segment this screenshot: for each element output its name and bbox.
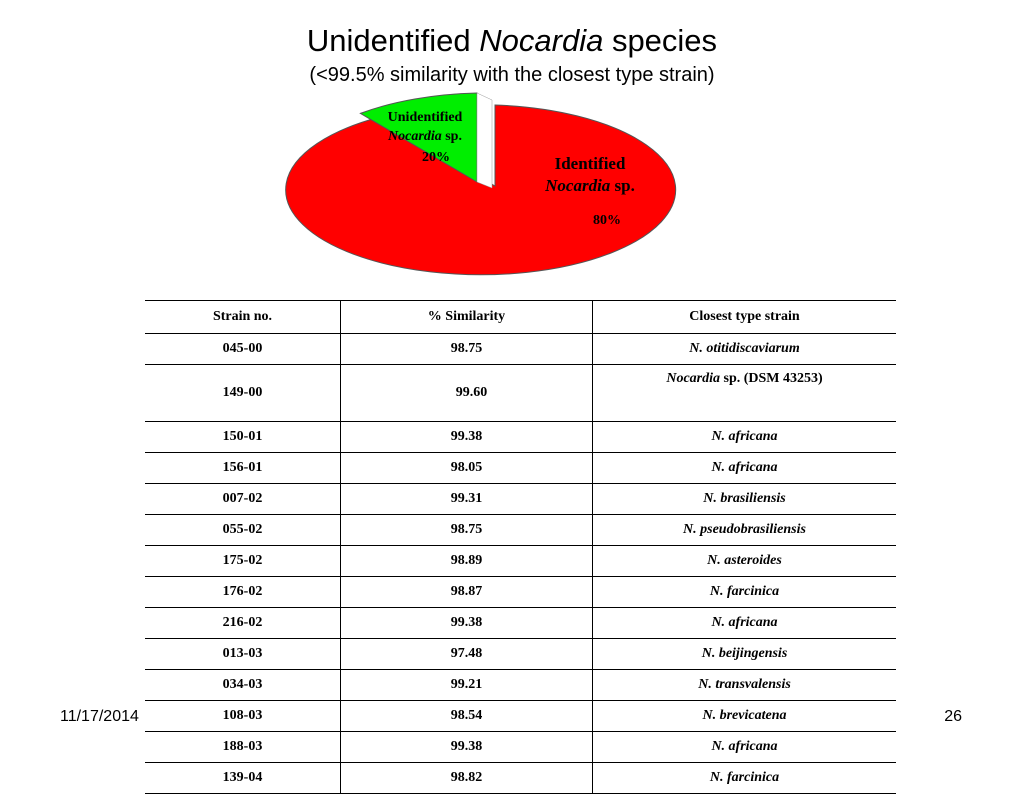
cell-closest: N. pseudobrasiliensis	[592, 514, 896, 546]
cell-strain: 150-01	[145, 421, 341, 453]
cell-closest: N. africana	[592, 421, 896, 453]
cell-closest: N. farcinica	[592, 576, 896, 608]
cell-closest: N. africana	[592, 731, 896, 763]
title-end: species	[603, 23, 718, 58]
pie-label-identified-suffix: sp.	[610, 176, 635, 195]
cell-similarity: 98.87	[340, 576, 593, 608]
table-row: 149-00 99.60 Nocardia sp. (DSM 43253)	[145, 364, 896, 422]
cell-strain: 156-01	[145, 452, 341, 484]
table-row: 150-01 99.38 N. africana	[145, 421, 896, 453]
slide-title: Unidentified Nocardia species	[0, 22, 1024, 60]
cell-closest: N. beijingensis	[592, 638, 896, 670]
cell-similarity: 99.31	[340, 483, 593, 515]
slide-date: 11/17/2014	[60, 708, 139, 725]
pie-label-unidentified-1: Unidentified	[388, 110, 463, 125]
table-row: 055-02 98.75 N. pseudobrasiliensis	[145, 514, 896, 546]
cell-closest-rest: sp. (DSM 43253)	[720, 371, 823, 386]
table-row: 176-02 98.87 N. farcinica	[145, 576, 896, 608]
pie-slice-unidentified	[359, 92, 478, 183]
cell-similarity: 99.38	[340, 421, 593, 453]
cell-similarity: 98.75	[340, 514, 593, 546]
cell-closest-genus: Nocardia	[666, 371, 720, 386]
cell-strain: 034-03	[145, 669, 341, 701]
pie-label-identified-2: Nocardia sp.	[544, 176, 635, 195]
slide-subtitle: (<99.5% similarity with the closest type…	[309, 64, 715, 86]
cell-closest: N. farcinica	[592, 762, 896, 794]
pie-label-identified-1: Identified	[555, 154, 626, 173]
table-header-row: Strain no. % Similarity Closest type str…	[145, 300, 896, 334]
table-row: 045-00 98.75 N. otitidiscaviarum	[145, 333, 896, 365]
cell-similarity: 98.54	[340, 700, 593, 732]
pie-chart: Unidentified Nocardia sp. 20% Identified…	[285, 92, 677, 276]
cell-strain: 045-00	[145, 333, 341, 365]
cell-closest: N. africana	[592, 607, 896, 639]
cell-closest: N. asteroides	[592, 545, 896, 577]
table-row: 216-02 99.38 N. africana	[145, 607, 896, 639]
cell-similarity: 98.75	[340, 333, 593, 365]
cell-similarity: 98.89	[340, 545, 593, 577]
cell-strain: 007-02	[145, 483, 341, 515]
table-row: 013-03 97.48 N. beijingensis	[145, 638, 896, 670]
cell-similarity: 97.48	[340, 638, 593, 670]
table-row: 108-03 98.54 N. brevicatena	[145, 700, 896, 732]
cell-similarity: 99.21	[340, 669, 593, 701]
cell-closest: N. otitidiscaviarum	[592, 333, 896, 365]
cell-closest: N. brevicatena	[592, 700, 896, 732]
cell-similarity: 99.38	[340, 607, 593, 639]
pie-value-identified: 80%	[593, 213, 621, 228]
title-genus: Nocardia	[479, 23, 604, 58]
title-text: Unidentified	[306, 23, 480, 58]
cell-strain: 108-03	[145, 700, 341, 732]
pie-slice-identified	[285, 104, 677, 276]
cell-strain: 139-04	[145, 762, 341, 794]
strain-table: Strain no. % Similarity Closest type str…	[145, 300, 896, 794]
cell-strain: 055-02	[145, 514, 341, 546]
pie-value-unidentified: 20%	[422, 150, 450, 165]
table-row: 188-03 99.38 N. africana	[145, 731, 896, 763]
pie-label-unidentified-2: Nocardia sp.	[387, 129, 462, 144]
table-row: 034-03 99.21 N. transvalensis	[145, 669, 896, 701]
cell-closest: Nocardia sp. (DSM 43253)	[592, 364, 896, 422]
header-strain: Strain no.	[145, 300, 341, 334]
cell-closest: N. brasiliensis	[592, 483, 896, 515]
cell-closest: N. africana	[592, 452, 896, 484]
cell-similarity: 99.38	[340, 731, 593, 763]
table-row: 175-02 98.89 N. asteroides	[145, 545, 896, 577]
cell-strain: 188-03	[145, 731, 341, 763]
pie-slice-unidentified-edge	[476, 92, 493, 189]
cell-closest: N. transvalensis	[592, 669, 896, 701]
cell-strain: 149-00	[145, 364, 341, 422]
cell-similarity: 99.60	[340, 364, 593, 422]
pie-label-unidentified-genus: Nocardia	[387, 129, 442, 144]
table-row: 007-02 99.31 N. brasiliensis	[145, 483, 896, 515]
header-similarity: % Similarity	[340, 300, 593, 334]
slide-page-number: 26	[944, 708, 962, 725]
cell-strain: 175-02	[145, 545, 341, 577]
cell-similarity: 98.82	[340, 762, 593, 794]
pie-label-unidentified-suffix: sp.	[442, 129, 462, 144]
cell-strain: 176-02	[145, 576, 341, 608]
cell-similarity: 98.05	[340, 452, 593, 484]
table-row: 139-04 98.82 N. farcinica	[145, 762, 896, 794]
cell-strain: 013-03	[145, 638, 341, 670]
table-row: 156-01 98.05 N. africana	[145, 452, 896, 484]
pie-label-identified-genus: Nocardia	[544, 176, 611, 195]
cell-strain: 216-02	[145, 607, 341, 639]
header-closest: Closest type strain	[592, 300, 896, 334]
